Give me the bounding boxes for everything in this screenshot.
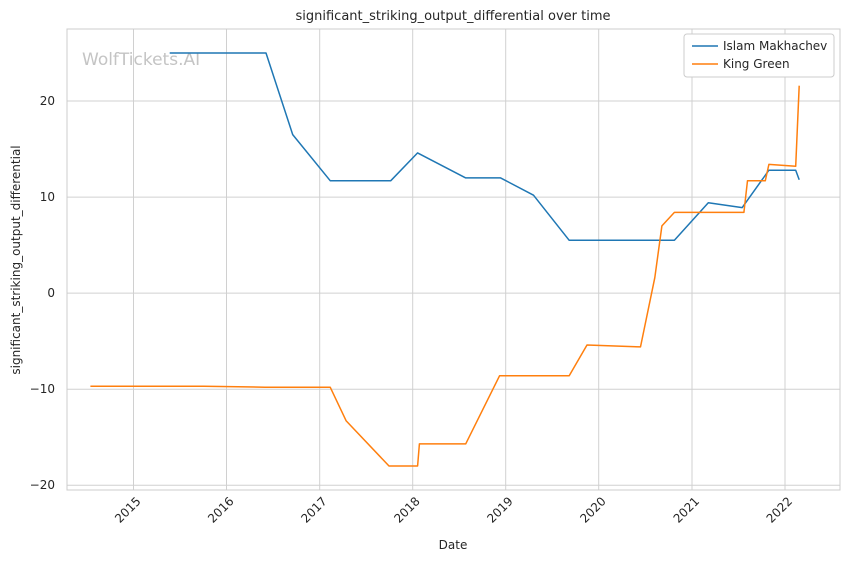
y-tick-label: 0: [47, 286, 55, 300]
chart-title: significant_striking_output_differential…: [296, 9, 611, 24]
legend-label-king-green: King Green: [723, 57, 790, 71]
plot-area-frame: [66, 28, 841, 491]
series-line-king-green: [90, 85, 800, 467]
y-tick-label: 20: [40, 94, 55, 108]
series-line-islam-makhachev: [169, 52, 800, 242]
legend-label-islam-makhachev: Islam Makhachev: [723, 39, 827, 53]
x-axis-label: Date: [439, 538, 468, 552]
series-lines: [90, 52, 800, 467]
legend-box: [683, 33, 835, 78]
watermark: WolfTickets.AI: [82, 50, 200, 70]
legend: Islam Makhachev King Green: [683, 33, 835, 78]
y-axis-ticks: −20 −10 0 10 20: [30, 94, 55, 492]
y-tick-label: −10: [30, 382, 55, 396]
y-tick-label: 10: [40, 190, 55, 204]
gridlines: [67, 29, 840, 490]
y-axis-label: significant_striking_output_differential: [9, 145, 23, 374]
y-tick-label: −20: [30, 478, 55, 492]
